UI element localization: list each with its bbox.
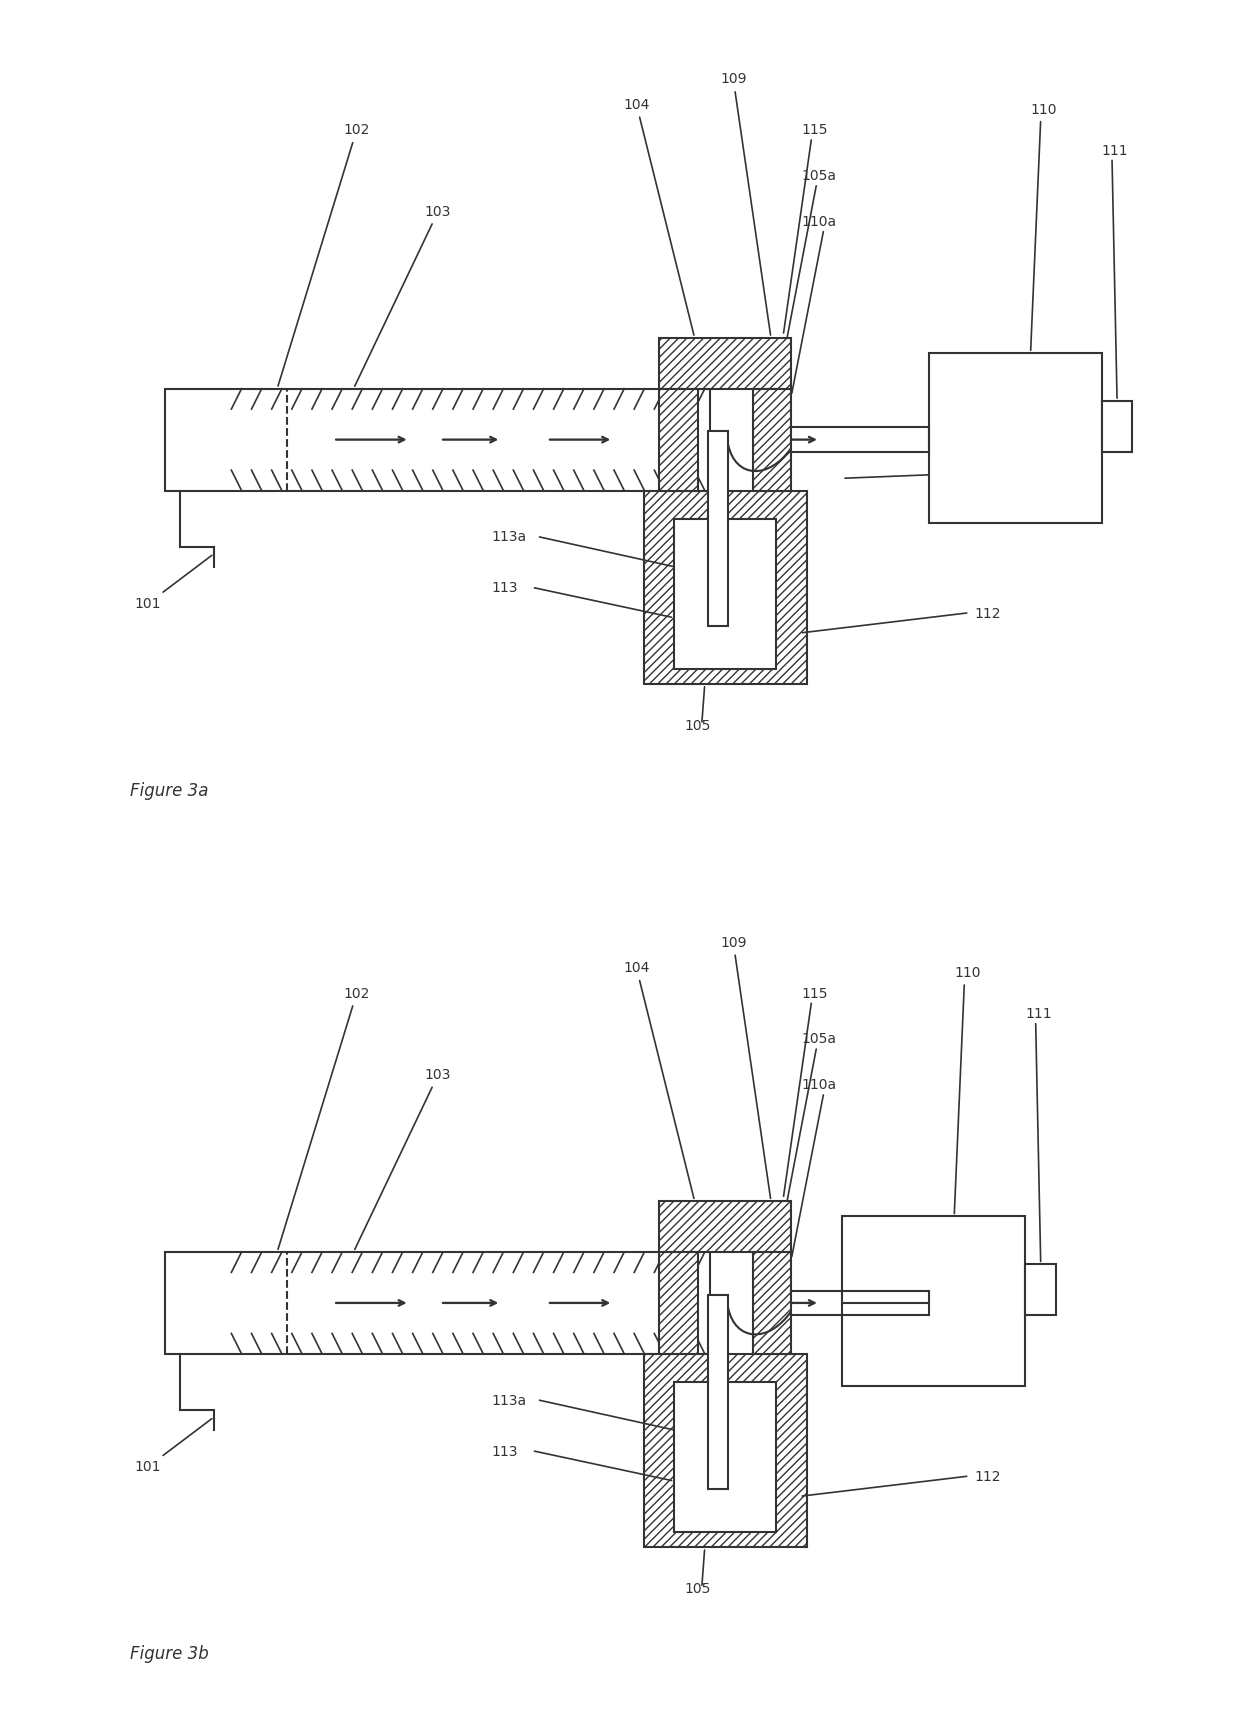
Text: 104: 104 xyxy=(624,98,694,336)
Text: 111: 111 xyxy=(1102,144,1128,158)
Bar xyxy=(165,389,709,491)
Text: 109: 109 xyxy=(720,935,770,1198)
Text: 105a: 105a xyxy=(801,1032,837,1046)
Bar xyxy=(842,1217,1025,1387)
Text: 104: 104 xyxy=(624,960,694,1198)
Text: 103: 103 xyxy=(355,205,451,387)
Bar xyxy=(1102,401,1132,452)
Text: 110: 110 xyxy=(955,966,981,981)
Text: 109: 109 xyxy=(720,72,770,336)
Text: 113a: 113a xyxy=(491,531,526,544)
Text: 105: 105 xyxy=(684,1582,711,1596)
Text: 112: 112 xyxy=(975,1471,1001,1484)
Text: 112: 112 xyxy=(975,606,1001,621)
Bar xyxy=(1025,1263,1056,1315)
Text: 105a: 105a xyxy=(801,169,837,183)
Text: 101: 101 xyxy=(135,1419,212,1474)
Bar xyxy=(753,389,791,491)
Bar xyxy=(708,431,728,627)
Text: 113a: 113a xyxy=(491,1394,526,1407)
Bar xyxy=(658,1251,698,1354)
Bar xyxy=(644,1354,806,1548)
Bar xyxy=(658,389,698,491)
Text: 113: 113 xyxy=(491,1445,517,1459)
Bar xyxy=(658,1202,791,1251)
Text: 115: 115 xyxy=(801,123,828,137)
Text: 114: 114 xyxy=(975,1327,1001,1342)
Text: 114: 114 xyxy=(975,464,1001,478)
Text: 115: 115 xyxy=(801,986,828,1000)
Bar xyxy=(658,337,791,389)
Text: 113: 113 xyxy=(491,582,517,596)
Text: 105: 105 xyxy=(684,719,711,733)
Text: 110: 110 xyxy=(1030,103,1056,116)
Text: 102: 102 xyxy=(278,123,370,387)
Text: 103: 103 xyxy=(355,1068,451,1250)
Bar xyxy=(929,353,1102,524)
Text: Figure 3a: Figure 3a xyxy=(129,782,208,800)
Bar xyxy=(675,519,776,669)
Text: 110a: 110a xyxy=(801,1079,837,1092)
Bar xyxy=(708,1294,728,1489)
Text: 101: 101 xyxy=(135,555,212,611)
Bar xyxy=(675,1382,776,1532)
Text: 111: 111 xyxy=(1025,1007,1052,1020)
Bar xyxy=(165,1251,709,1354)
Text: Figure 3b: Figure 3b xyxy=(129,1645,208,1664)
Bar xyxy=(644,491,806,685)
Text: 110a: 110a xyxy=(801,214,837,229)
Bar xyxy=(753,1251,791,1354)
Text: 102: 102 xyxy=(278,986,370,1250)
